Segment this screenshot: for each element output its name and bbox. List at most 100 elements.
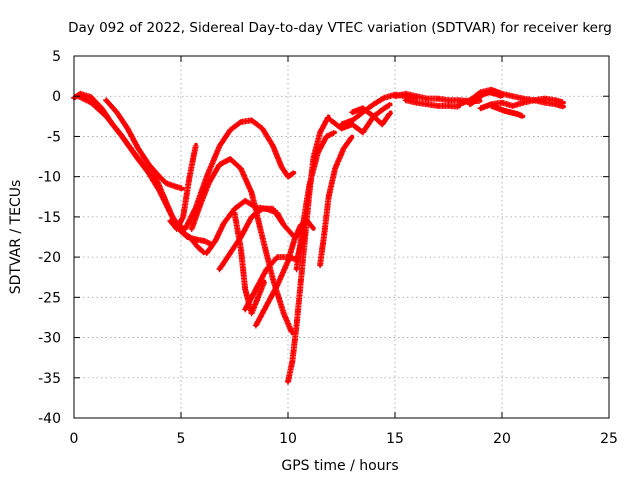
data-point: [333, 166, 337, 171]
data-point: [172, 184, 177, 189]
data-point: [271, 144, 275, 148]
data-point: [393, 94, 397, 99]
data-point: [228, 251, 233, 255]
data-point: [243, 199, 247, 203]
data-point: [181, 215, 185, 219]
data-point: [339, 126, 344, 131]
data-point: [264, 267, 269, 271]
series-arc-14: [293, 130, 337, 273]
data-point: [436, 104, 440, 108]
data-point: [403, 98, 408, 103]
data-point: [254, 287, 258, 292]
data-point: [262, 279, 267, 284]
data-point: [174, 223, 179, 227]
y-tick-label: -25: [38, 290, 61, 306]
data-point: [341, 146, 346, 151]
data-point: [361, 106, 365, 111]
data-point: [153, 174, 158, 179]
plot-frame: [73, 55, 610, 419]
y-tick-label: 5: [52, 49, 61, 65]
data-point: [264, 303, 269, 308]
data-point: [508, 110, 513, 115]
data-point: [281, 223, 286, 227]
data-point: [213, 239, 218, 243]
data-point: [361, 130, 365, 135]
y-tick-label: -35: [38, 371, 61, 387]
data-point: [181, 186, 185, 191]
data-point: [254, 205, 258, 210]
data-point: [403, 92, 408, 96]
data-point: [502, 108, 506, 113]
data-point: [510, 104, 515, 108]
data-point: [468, 102, 472, 107]
data-point: [474, 98, 479, 103]
data-point: [232, 207, 237, 211]
data-point: [104, 98, 108, 103]
data-point: [324, 134, 329, 139]
data-point: [318, 130, 322, 135]
series-arc-05: [167, 142, 199, 232]
data-point: [189, 227, 194, 231]
data-point: [318, 263, 322, 267]
data-point: [256, 295, 260, 300]
series-layer: [71, 86, 566, 385]
y-tick-label: -20: [38, 250, 61, 266]
data-point: [326, 114, 331, 119]
data-point: [292, 237, 297, 242]
data-point: [136, 146, 140, 151]
data-point: [371, 114, 376, 119]
data-point: [487, 90, 491, 94]
series-arc-19: [392, 90, 483, 104]
data-point: [553, 102, 558, 107]
data-point: [232, 211, 237, 215]
data-point: [275, 283, 280, 288]
axis-ticks: 0 5 10 15 20 25 5 0 -5 -10 -15 -20 -25 -30 -35 -40: [38, 49, 618, 447]
data-point: [134, 154, 138, 159]
data-point: [217, 162, 222, 167]
data-point: [414, 100, 419, 105]
data-point: [414, 94, 419, 99]
data-point: [292, 170, 297, 175]
data-point: [382, 96, 387, 100]
data-point: [115, 110, 119, 115]
data-point: [217, 267, 222, 271]
y-tick-label: -5: [47, 129, 61, 145]
data-point: [207, 181, 211, 185]
data-point: [333, 130, 337, 135]
data-point: [510, 94, 515, 99]
data-point: [436, 96, 440, 101]
data-point: [279, 165, 284, 169]
data-point: [125, 126, 130, 131]
data-point: [239, 247, 243, 251]
data-point: [371, 102, 376, 107]
series-arc-03: [103, 97, 185, 192]
data-point: [239, 166, 243, 171]
data-point: [243, 307, 247, 312]
data-point: [183, 227, 188, 231]
series-arc-07: [188, 156, 295, 336]
data-point: [286, 380, 290, 384]
data-point: [388, 110, 393, 115]
series-markers: [75, 93, 207, 256]
data-point: [249, 190, 254, 195]
data-point: [294, 267, 299, 271]
y-axis-label: SDTVAR / TECUs: [8, 180, 24, 295]
series-arc-15: [317, 134, 355, 269]
data-point: [162, 194, 166, 199]
y-tick-label: -15: [38, 210, 61, 226]
data-point: [543, 100, 547, 105]
data-point: [326, 194, 331, 199]
data-point: [260, 235, 265, 239]
data-point: [532, 98, 536, 103]
data-point: [198, 203, 203, 207]
data-point: [286, 259, 290, 263]
data-point: [322, 231, 327, 235]
data-point: [286, 174, 290, 179]
data-point: [294, 323, 299, 328]
y-tick-label: -40: [38, 411, 61, 427]
data-point: [239, 120, 243, 124]
data-point: [521, 100, 526, 105]
data-point: [489, 104, 494, 108]
data-point: [202, 239, 207, 243]
series-arc-11: [231, 209, 267, 317]
